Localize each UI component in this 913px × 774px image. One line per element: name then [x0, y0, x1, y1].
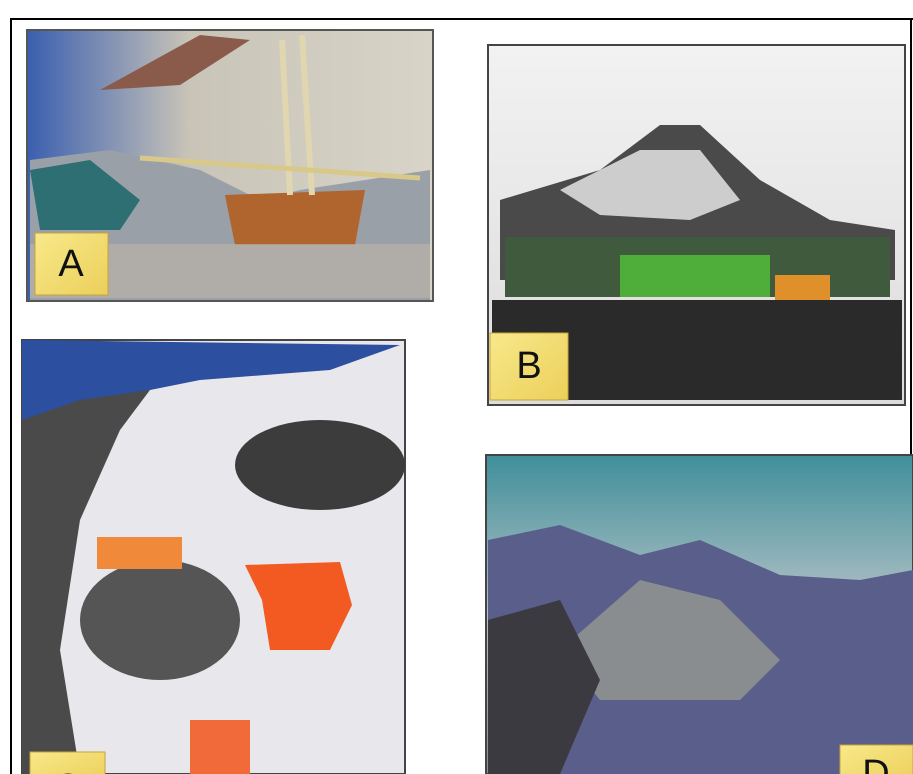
label-box — [34, 232, 109, 296]
shore — [22, 390, 150, 774]
building-green — [620, 255, 770, 297]
rock — [100, 35, 250, 90]
ridge — [488, 600, 600, 774]
hull — [225, 190, 365, 245]
label-box — [29, 751, 106, 774]
snow — [560, 150, 740, 220]
station — [245, 562, 352, 650]
panel-label: A — [58, 243, 84, 285]
boom — [139, 155, 421, 181]
hut — [97, 537, 182, 569]
frame — [10, 18, 913, 774]
panel-label: D — [862, 753, 889, 774]
sea — [22, 340, 400, 420]
peak — [560, 580, 780, 700]
panel-d: D — [485, 454, 913, 774]
panel-c: C — [21, 339, 406, 774]
ice-shadow — [30, 160, 140, 230]
panel-b: B — [487, 44, 906, 406]
rock — [235, 420, 405, 510]
panel-label: C — [53, 767, 80, 774]
rock — [80, 560, 240, 680]
panel-a: A — [26, 29, 434, 302]
panel-label: B — [516, 345, 541, 387]
label-box — [839, 744, 913, 774]
label-box — [489, 332, 569, 401]
hut — [190, 720, 250, 774]
